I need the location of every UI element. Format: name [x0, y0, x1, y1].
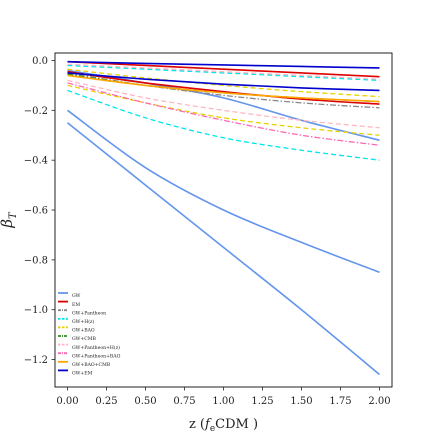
x-axis-label-pre: z (	[189, 417, 205, 432]
legend: GW EM GW+Pantheon GW+H(z) GW+BAO GW+CMB GW+Pan…	[58, 292, 121, 377]
series-line-0	[67, 109, 380, 274]
y-tick-label: −1.0	[24, 305, 48, 316]
series-layer	[66, 60, 381, 376]
y-tick-label: −0.6	[24, 206, 48, 217]
y-axis-label-text: βT	[0, 211, 19, 229]
legend-label: GW+BAO+CMB	[72, 362, 111, 368]
x-tick-label: 1.50	[290, 396, 312, 407]
y-tick-label: −1.2	[24, 355, 48, 366]
x-axis-label-sub: e	[210, 424, 215, 434]
x-axis-label: z (feCDM )	[189, 417, 258, 434]
legend-label: GW+Pantheon+H(z)	[72, 344, 120, 351]
y-axis-label: βT	[0, 211, 19, 229]
legend-label: GW+BAO	[72, 328, 95, 334]
y-axis-label-sub: T	[8, 211, 19, 219]
x-tick-label: 0.75	[173, 396, 195, 407]
x-axis-label-post: CDM )	[215, 417, 258, 432]
series-line-7	[67, 64, 380, 82]
ticks-layer: 0.00 0.25 0.50 0.75 1.00 1.25 1.50 1.75 2.00 0.0 −…	[24, 56, 391, 407]
x-tick-label: 0.00	[56, 396, 78, 407]
series-line-9	[67, 68, 380, 98]
series-line-5	[67, 72, 380, 109]
x-tick-label: 1.25	[251, 396, 273, 407]
series-line-14	[67, 74, 380, 103]
legend-label: GW+CMB	[72, 336, 96, 342]
x-axis-label-main: f	[204, 417, 212, 432]
y-tick-label: −0.2	[24, 106, 48, 117]
series-line-1	[66, 122, 381, 376]
legend-label: GW+EM	[72, 371, 93, 377]
series-line-3	[67, 70, 380, 105]
series-line-16	[67, 60, 380, 69]
y-axis-label-main: β	[0, 219, 16, 229]
x-tick-label: 1.00	[212, 396, 234, 407]
series-line-12	[67, 63, 380, 80]
y-tick-label: 0.0	[32, 56, 48, 67]
series-line-6	[67, 89, 380, 161]
y-tick-label: −0.8	[24, 255, 48, 266]
x-tick-label: 2.00	[368, 396, 390, 407]
x-tick-label: 1.75	[329, 396, 351, 407]
series-line-15	[67, 72, 380, 92]
legend-label: GW+Pantheon	[72, 310, 106, 316]
legend-label: GW+Pantheon+BAO	[72, 353, 121, 359]
legend-label: GW+H(z)	[72, 318, 94, 325]
series-line-13	[67, 82, 380, 146]
legend-label: GW	[72, 293, 81, 299]
x-tick-label: 0.25	[95, 396, 117, 407]
x-tick-label: 0.50	[134, 396, 156, 407]
y-tick-label: −0.4	[24, 156, 48, 167]
series-line-4	[67, 60, 380, 78]
legend-label: EM	[72, 302, 80, 308]
